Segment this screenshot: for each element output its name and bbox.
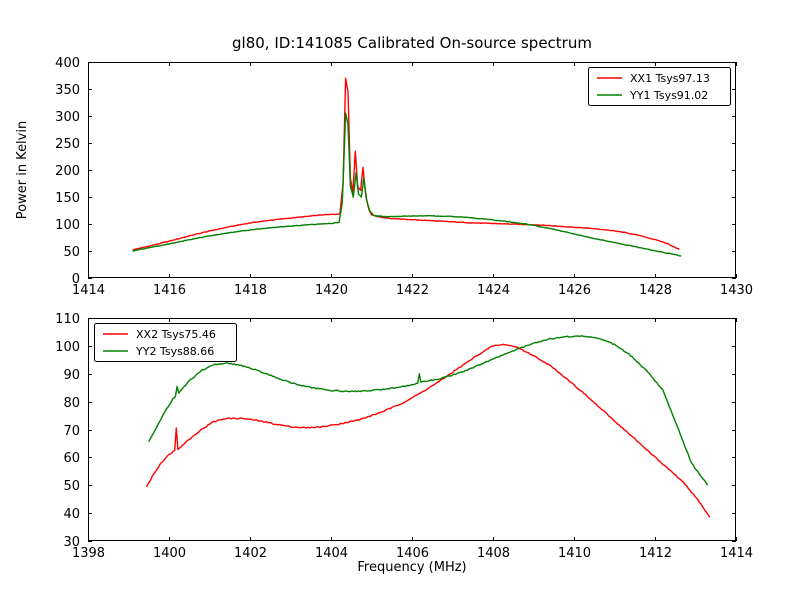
y-tick-label: 30: [63, 535, 80, 550]
y-tick-label: 100: [55, 340, 80, 355]
legend: XX2 Tsys75.46 YY2 Tsys88.66: [94, 323, 237, 362]
x-tick-label: 1404: [315, 546, 348, 561]
x-tick-label: 1418: [234, 283, 267, 298]
tick-marks: 1414 1416 1418 1420 1422 1424 1426 1428 1430 0 50 1…: [55, 56, 753, 298]
legend-label: XX2 Tsys75.46: [136, 328, 216, 341]
axes-svg: 1398 1400 1402 1404 1406 1408 1410 1412 1414 30 40…: [55, 312, 753, 561]
y-tick-label: 110: [55, 312, 80, 327]
legend: XX1 Tsys97.13 YY1 Tsys91.02: [588, 67, 731, 106]
y-tick-label: 100: [55, 218, 80, 233]
x-tick-label: 1420: [315, 283, 348, 298]
tick-marks: 1398 1400 1402 1404 1406 1408 1410 1412 1414 30 40…: [55, 312, 753, 561]
x-axis-label: Frequency (MHz): [357, 560, 467, 575]
x-tick-label: 1414: [72, 283, 105, 298]
y-tick-label: 250: [55, 137, 80, 152]
x-tick-label: 1422: [396, 283, 429, 298]
y-tick-label: 0: [72, 272, 80, 287]
chart-title: gl80, ID:141085 Calibrated On-source spe…: [232, 34, 592, 52]
x-tick-label: 1428: [639, 283, 672, 298]
y-tick-label: 70: [63, 424, 80, 439]
x-tick-label: 1410: [558, 546, 591, 561]
y-tick-label: 200: [55, 164, 80, 179]
x-tick-label: 1416: [153, 283, 186, 298]
x-tick-label: 1408: [477, 546, 510, 561]
x-tick-label: 1400: [153, 546, 186, 561]
x-tick-label: 1406: [396, 546, 429, 561]
x-tick-label: 1414: [720, 546, 753, 561]
y-tick-label: 60: [63, 451, 80, 466]
y-tick-label: 80: [63, 396, 80, 411]
legend-label: YY2 Tsys88.66: [135, 345, 214, 358]
series-line-YY1: [132, 112, 682, 257]
x-tick-label: 1398: [72, 546, 105, 561]
top-spectrum-plot: 1414 1416 1418 1420 1422 1424 1426 1428 1430 0 50 1…: [55, 56, 753, 298]
y-tick-label: 350: [55, 83, 80, 98]
legend-label: YY1 Tsys91.02: [629, 89, 708, 102]
y-tick-label: 50: [63, 479, 80, 494]
x-tick-label: 1424: [477, 283, 510, 298]
series-line-XX1: [132, 77, 680, 251]
y-tick-label: 150: [55, 191, 80, 206]
x-tick-label: 1402: [234, 546, 267, 561]
y-axis-label: Power in Kelvin: [15, 120, 30, 220]
bottom-spectrum-plot: 1398 1400 1402 1404 1406 1408 1410 1412 1414 30 40…: [55, 312, 753, 561]
x-tick-label: 1426: [558, 283, 591, 298]
series-line-XX2: [146, 343, 711, 518]
x-tick-label: 1430: [720, 283, 753, 298]
y-tick-label: 300: [55, 110, 80, 125]
x-tick-label: 1412: [639, 546, 672, 561]
axes-svg: 1414 1416 1418 1420 1422 1424 1426 1428 1430 0 50 1…: [55, 56, 753, 298]
series-line-YY2: [148, 335, 709, 486]
y-tick-label: 400: [55, 56, 80, 71]
y-tick-label: 90: [63, 368, 80, 383]
legend-label: XX1 Tsys97.13: [630, 72, 710, 85]
y-tick-label: 50: [63, 245, 80, 260]
y-tick-label: 40: [63, 507, 80, 522]
